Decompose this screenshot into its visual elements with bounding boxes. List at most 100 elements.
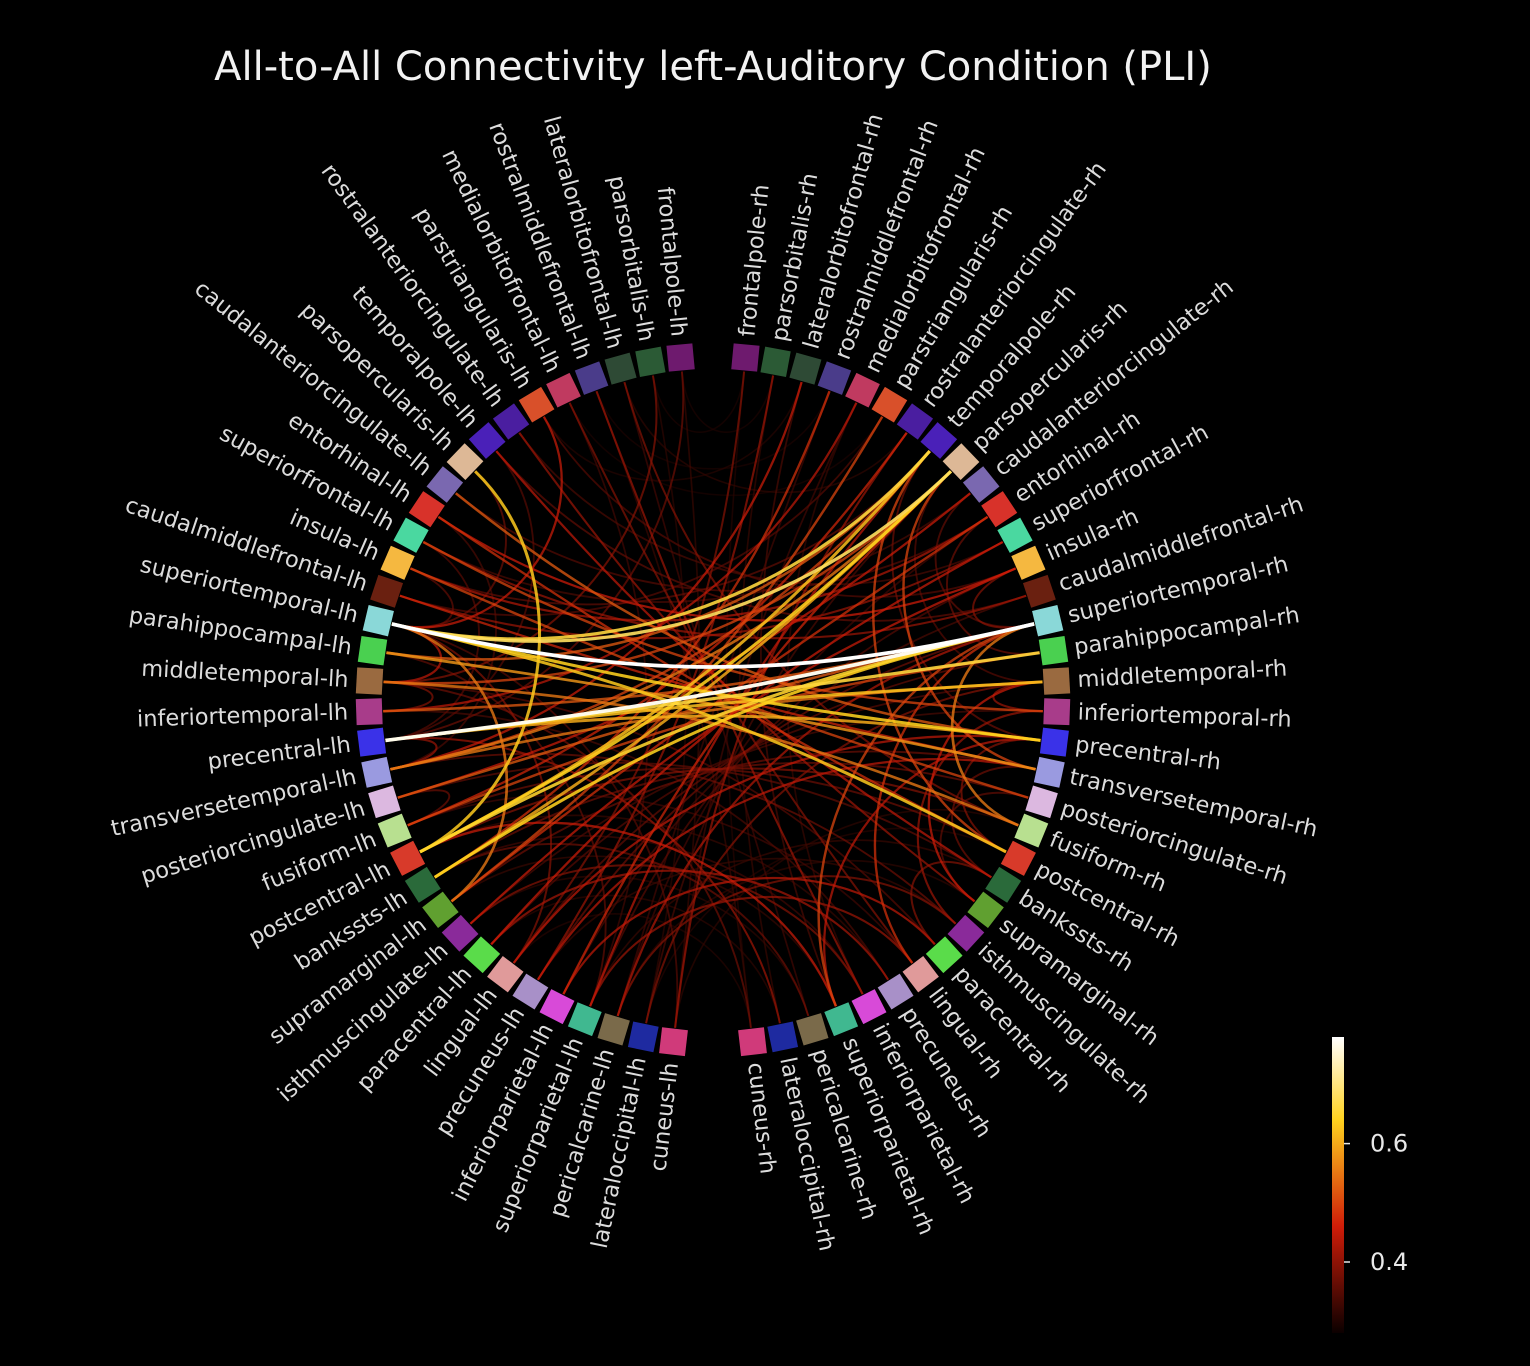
connection-edge [495, 450, 1027, 622]
connection-edge [873, 622, 1035, 964]
connection-edge [434, 390, 831, 879]
connection-edge [589, 839, 992, 1007]
region-node-transversetemporal-lh [361, 756, 393, 788]
region-label-cuneus-rh: cuneus-rh [742, 1061, 781, 1175]
connection-edge [817, 622, 1035, 1007]
region-node-rostralmiddlefrontal-lh [574, 361, 609, 395]
region-node-superiortemporal-rh [1032, 605, 1064, 637]
region-node-lateralorbitofrontal-rh [789, 352, 822, 385]
connection-edge [399, 416, 883, 617]
connection-edge [537, 857, 957, 981]
connection-edge [616, 622, 1035, 1017]
region-node-frontalpole-lh [666, 343, 695, 372]
connection-edge [383, 402, 858, 713]
connection-edge [518, 432, 1004, 586]
region-node-parahippocampal-rh [1038, 635, 1069, 666]
region-node-temporalpole-lh [468, 422, 506, 459]
connection-edge [950, 622, 1035, 827]
connection-edge [681, 371, 774, 433]
region-node-parahippocampal-lh [357, 635, 388, 666]
region-node-lingual-lh [487, 955, 524, 993]
connection-edge [422, 541, 1027, 640]
connection-edge [385, 622, 1035, 743]
region-node-superiorparietal-lh [567, 1002, 602, 1037]
connection-edge [419, 470, 952, 854]
region-node-inferiortemporal-lh [355, 698, 383, 726]
region-node-lateraloccipital-rh [767, 1021, 799, 1053]
region-node-parstriangularis-rh [871, 386, 908, 423]
region-node-lateraloccipital-lh [627, 1021, 659, 1053]
region-node-superiorparietal-rh [824, 1002, 859, 1037]
connection-edge [390, 516, 497, 771]
connection-edge [437, 515, 1017, 622]
connection-edge [623, 381, 1019, 827]
connection-edge [759, 381, 837, 1007]
connection-edge [391, 470, 953, 643]
chart-title: All-to-All Connectivity left-Auditory Co… [214, 44, 1212, 90]
region-node-inferiorparietal-rh [851, 989, 887, 1025]
connection-edge [910, 860, 992, 945]
region-node-parsorbitalis-lh [635, 346, 666, 377]
region-node-bankssts-lh [404, 866, 441, 903]
connection-edge [934, 492, 1035, 628]
region-node-rostralanteriorcingulate-rh [896, 403, 934, 440]
connection-edge [568, 402, 883, 496]
region-node-supramarginal-rh [967, 891, 1004, 929]
connection-edge [386, 651, 607, 1007]
region-node-entorhinal-lh [408, 491, 445, 528]
region-node-postcentral-lh [390, 840, 426, 876]
connection-edge [645, 680, 1043, 1024]
region-node-isthmuscingulate-rh [947, 914, 985, 952]
region-node-parsopercularis-rh [942, 443, 980, 480]
region-label-cuneus-lh: cuneus-lh [646, 1061, 684, 1173]
region-node-frontalpole-rh [731, 343, 760, 372]
region-node-transversetemporal-rh [1033, 756, 1065, 788]
region-node-precentral-rh [1039, 727, 1069, 757]
connection-edge [383, 680, 752, 1028]
connection-edge [390, 470, 952, 771]
region-node-middletemporal-rh [1042, 667, 1071, 695]
region-label-middletemporal-rh: middletemporal-rh [1077, 655, 1288, 692]
region-label-middletemporal-lh: middletemporal-lh [141, 656, 350, 693]
connection-edge [383, 680, 1019, 827]
region-label-frontalpole-rh: frontalpole-rh [734, 183, 774, 338]
connection-edge [616, 516, 989, 1017]
region-node-parsorbitalis-rh [760, 346, 791, 377]
region-node-medialorbitofrontal-rh [845, 372, 880, 408]
connection-edge [568, 402, 914, 964]
region-node-caudalanteriorcingulate-lh [426, 466, 464, 503]
region-node-rostralanteriorcingulate-lh [492, 403, 530, 440]
connection-edge [946, 516, 1040, 655]
region-node-medialorbitofrontal-lh [546, 372, 581, 408]
connection-edge [490, 869, 890, 981]
region-node-superiortemporal-lh [362, 605, 394, 637]
connection-edge [419, 821, 837, 1007]
connection-edge [623, 381, 908, 493]
colorbar-ticks: 0.4 0.6 [1344, 1130, 1408, 1276]
region-node-middletemporal-lh [355, 667, 384, 695]
region-label-inferiortemporal-rh: inferiortemporal-rh [1077, 699, 1292, 732]
region-node-temporalpole-rh [920, 422, 958, 459]
region-node-fusiform-lh [377, 813, 412, 848]
region-node-postcentral-rh [1000, 840, 1036, 876]
region-nodes [355, 343, 1071, 1057]
region-node-cuneus-lh [659, 1027, 688, 1057]
connection-edge [419, 470, 541, 854]
region-node-fusiform-rh [1014, 813, 1049, 848]
region-node-superiorfrontal-lh [393, 517, 429, 553]
region-node-posteriorcingulate-rh [1025, 785, 1058, 819]
connection-edge [391, 622, 1035, 669]
region-node-paracentral-rh [925, 936, 963, 974]
connection-edge [914, 470, 1043, 683]
region-node-parstriangularis-lh [518, 386, 555, 423]
region-node-precentral-lh [357, 727, 387, 757]
connection-edge [513, 913, 752, 1028]
connection-edge [562, 877, 936, 995]
region-node-bankssts-rh [985, 866, 1022, 903]
connection-edge [469, 875, 810, 1017]
region-node-caudalmiddlefrontal-lh [370, 574, 404, 608]
connection-edge [385, 371, 685, 742]
connection-edge [589, 896, 914, 1007]
connection-edge [674, 808, 1019, 1028]
